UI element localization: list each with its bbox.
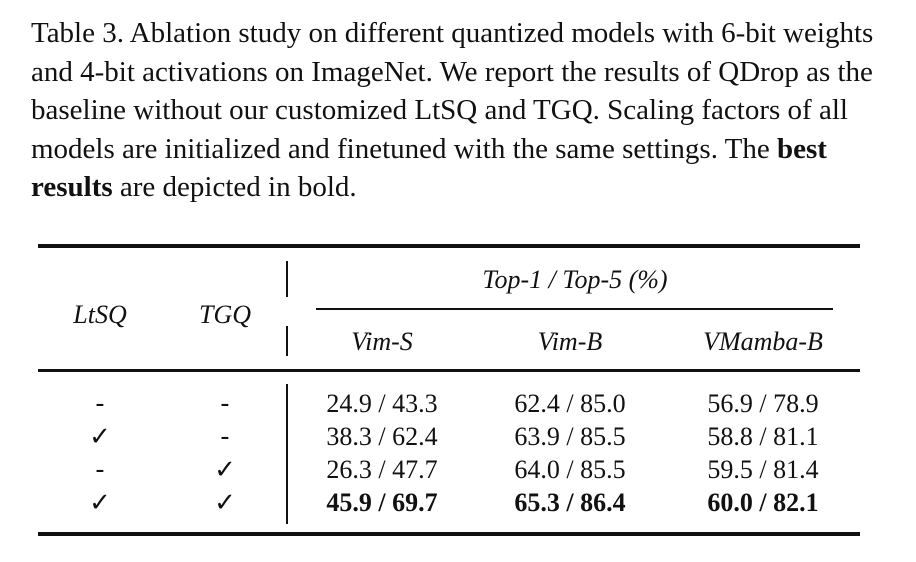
vim-b-cell: 64.0 / 85.5 (514, 455, 626, 484)
vim-s-cell: 26.3 / 47.7 (326, 455, 438, 484)
caption-bold-text: best results (31, 132, 827, 204)
column-separator (286, 326, 288, 356)
vmamba-b-cell: 56.9 / 78.9 (707, 389, 819, 418)
caption-text-end: are depicted in bold. (112, 171, 357, 203)
column-separator (286, 261, 288, 297)
vmamba-b-cell: 58.8 / 81.1 (707, 422, 819, 451)
table-caption: Table 3. Ablation study on different qua… (31, 14, 881, 207)
ltsq-cell: - (95, 389, 105, 419)
vmamba-b-cell: 59.5 / 81.4 (707, 455, 819, 484)
tgq-cell: ✓ (214, 488, 236, 518)
ltsq-cell: ✓ (89, 488, 111, 518)
header-group-top1-top5: Top-1 / Top-5 (%) (482, 265, 668, 294)
ltsq-cell: ✓ (89, 422, 111, 452)
column-separator (286, 384, 288, 524)
caption-text: Table 3. Ablation study on different qua… (31, 17, 874, 165)
vim-s-cell: 24.9 / 43.3 (326, 389, 438, 418)
tgq-cell: - (220, 389, 230, 419)
header-model-vmamba-b: VMamba-B (703, 327, 823, 356)
vim-b-cell: 62.4 / 85.0 (514, 389, 626, 418)
ltsq-cell: - (95, 455, 105, 485)
header-tgq: TGQ (198, 300, 252, 329)
header-body-rule (38, 369, 860, 372)
header-ltsq: LtSQ (73, 300, 127, 329)
vim-s-cell: 38.3 / 62.4 (326, 422, 438, 451)
vim-s-cell-best: 45.9 / 69.7 (326, 488, 438, 517)
vim-b-cell-best: 65.3 / 86.4 (514, 488, 626, 517)
table-top-rule (38, 244, 860, 248)
table-bottom-rule (38, 532, 860, 536)
tgq-cell: - (220, 422, 230, 452)
group-header-rule (316, 308, 833, 310)
tgq-cell: ✓ (214, 455, 236, 485)
header-model-vim-s: Vim-S (351, 327, 413, 356)
vim-b-cell: 63.9 / 85.5 (514, 422, 626, 451)
header-model-vim-b: Vim-B (537, 327, 603, 356)
vmamba-b-cell-best: 60.0 / 82.1 (707, 488, 819, 517)
